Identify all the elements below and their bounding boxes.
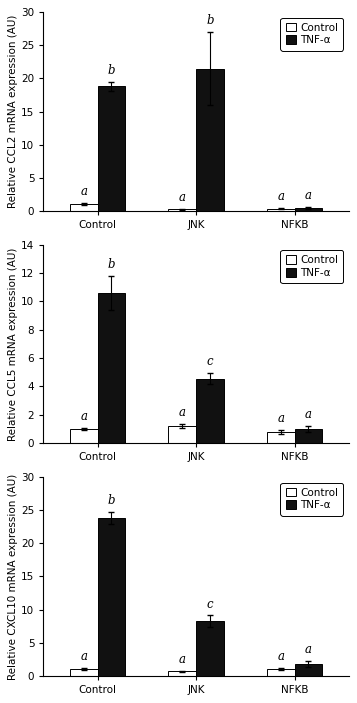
Bar <box>97 86 125 211</box>
Text: a: a <box>179 406 186 419</box>
Bar <box>267 669 295 676</box>
Bar <box>97 293 125 443</box>
Bar <box>196 379 223 443</box>
Bar <box>70 669 97 676</box>
Text: a: a <box>305 643 312 656</box>
Bar <box>70 204 97 211</box>
Bar <box>295 208 322 211</box>
Bar <box>97 518 125 676</box>
Y-axis label: Relative CCL5 mRNA expression (AU): Relative CCL5 mRNA expression (AU) <box>8 247 18 441</box>
Text: b: b <box>107 494 115 508</box>
Y-axis label: Relative CXCL10 mRNA expression (AU): Relative CXCL10 mRNA expression (AU) <box>8 473 18 680</box>
Y-axis label: Relative CCL2 mRNA expression (AU): Relative CCL2 mRNA expression (AU) <box>8 15 18 208</box>
Text: a: a <box>277 412 284 425</box>
Bar <box>267 209 295 211</box>
Text: a: a <box>305 189 312 202</box>
Legend: Control, TNF-α: Control, TNF-α <box>281 482 343 515</box>
Text: b: b <box>206 14 213 27</box>
Bar <box>169 426 196 443</box>
Text: a: a <box>80 185 87 198</box>
Text: a: a <box>179 191 186 204</box>
Legend: Control, TNF-α: Control, TNF-α <box>281 250 343 283</box>
Text: c: c <box>206 355 213 368</box>
Text: b: b <box>107 64 115 77</box>
Bar <box>196 68 223 211</box>
Text: b: b <box>107 258 115 271</box>
Bar <box>196 621 223 676</box>
Bar <box>295 429 322 443</box>
Text: a: a <box>305 408 312 421</box>
Text: a: a <box>179 653 186 666</box>
Bar <box>169 671 196 676</box>
Text: c: c <box>206 598 213 610</box>
Text: a: a <box>277 190 284 203</box>
Text: a: a <box>80 410 87 423</box>
Text: a: a <box>80 650 87 663</box>
Legend: Control, TNF-α: Control, TNF-α <box>281 18 343 51</box>
Bar <box>295 664 322 676</box>
Bar <box>267 432 295 443</box>
Text: a: a <box>277 650 284 663</box>
Bar <box>70 429 97 443</box>
Bar <box>169 209 196 211</box>
